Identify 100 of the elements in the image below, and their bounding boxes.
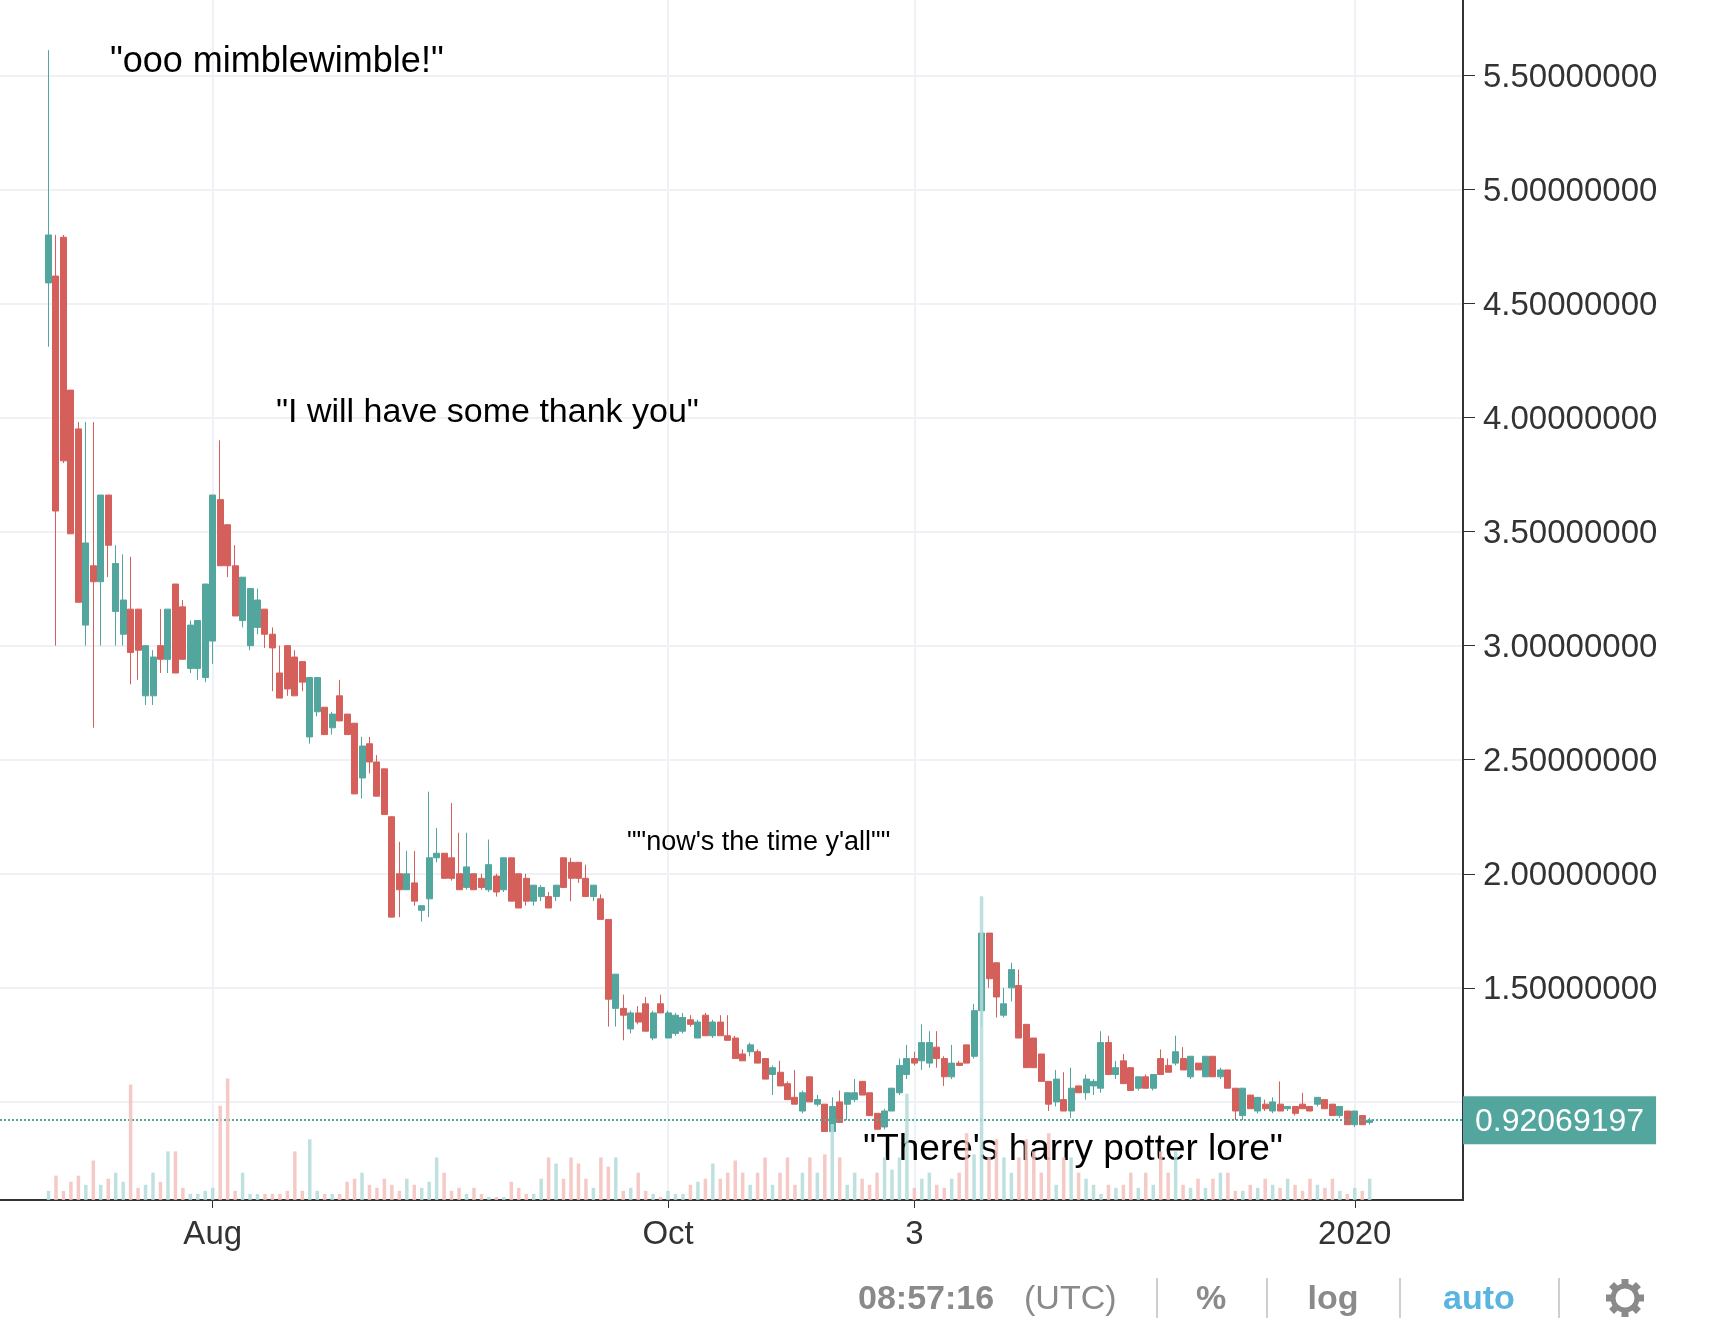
bar (263, 1193, 267, 1200)
candlestick (821, 1103, 828, 1133)
candlestick (463, 832, 470, 891)
bar (599, 1157, 603, 1200)
candlestick (82, 421, 89, 647)
text: log (1307, 1278, 1359, 1317)
annotation: "I will have some thank you" (276, 391, 699, 430)
candlestick (359, 736, 366, 799)
bar (860, 1178, 864, 1200)
annotation: "There's harry potter lore" (863, 1127, 1283, 1169)
annotation: "ooo mimblewimble!" (110, 39, 444, 80)
bar (1338, 1190, 1342, 1200)
bar (427, 1181, 431, 1200)
candlestick (1142, 1074, 1149, 1089)
x-tick-label: Aug (183, 1214, 243, 1251)
bar (69, 1181, 73, 1200)
candlestick (1344, 1110, 1351, 1126)
candlestick (1068, 1067, 1075, 1119)
bar (1144, 1172, 1148, 1200)
candlestick (164, 608, 171, 674)
bar (614, 1157, 618, 1200)
bar (502, 1196, 506, 1200)
y-tick-label: 3.50000000 (1483, 513, 1658, 551)
bar (920, 1178, 924, 1200)
candlestick (1000, 987, 1007, 1018)
candlestick (836, 1089, 843, 1123)
candlestick (1060, 1071, 1067, 1112)
candlestick (553, 884, 560, 902)
candlestick (485, 839, 492, 893)
bar (196, 1193, 200, 1200)
candlestick (500, 857, 507, 893)
bar (1166, 1172, 1170, 1200)
bar (711, 1163, 715, 1200)
candlestick (321, 706, 328, 736)
bar (278, 1193, 282, 1200)
bar (793, 1184, 797, 1200)
bar (696, 1181, 700, 1200)
bar (1196, 1178, 1200, 1200)
candlestick (948, 1044, 955, 1080)
y-tick-label: 4.00000000 (1483, 398, 1658, 436)
y-tick-label: 5.50000000 (1483, 56, 1658, 94)
bar (1263, 1178, 1267, 1200)
candlestick (1314, 1096, 1321, 1107)
bar (487, 1196, 491, 1200)
candlestick (1075, 1085, 1082, 1094)
candlestick (1195, 1062, 1202, 1071)
candlestick (657, 994, 664, 1014)
bar (345, 1181, 349, 1200)
bar (315, 1190, 319, 1200)
candlestick (493, 873, 500, 898)
candlestick (1254, 1096, 1261, 1114)
bar (181, 1187, 185, 1200)
bar (569, 1157, 573, 1200)
y-tick-label: 2.50000000 (1483, 741, 1658, 779)
candlestick (1277, 1080, 1284, 1112)
bar (1099, 1193, 1103, 1200)
candlestick (709, 1019, 716, 1039)
candlestick (627, 1010, 634, 1034)
bar (233, 1190, 237, 1200)
bar (823, 1154, 827, 1200)
bar (405, 1178, 409, 1200)
candlestick (403, 850, 410, 891)
text: 08:57:16 (858, 1278, 995, 1317)
bar (308, 1139, 312, 1200)
candlestick (90, 421, 97, 729)
bar (808, 1157, 812, 1200)
bar (136, 1187, 140, 1200)
candlestick (814, 1094, 821, 1107)
candlestick (1105, 1035, 1112, 1076)
bar (248, 1193, 252, 1200)
bar (1353, 1187, 1357, 1200)
bar (1151, 1184, 1155, 1200)
candlestick (612, 973, 619, 1028)
bar (1360, 1190, 1364, 1200)
text: auto (1443, 1278, 1515, 1317)
bar (218, 1105, 222, 1200)
bar (99, 1184, 103, 1200)
candlestick (1269, 1096, 1276, 1114)
bar (890, 1169, 894, 1200)
candlestick (806, 1076, 813, 1103)
bar (1241, 1190, 1245, 1200)
candlestick (702, 1012, 709, 1037)
candlestick (1202, 1055, 1209, 1078)
bar (457, 1187, 461, 1200)
bar (390, 1184, 394, 1200)
bar (1181, 1184, 1185, 1200)
candlestick (1217, 1067, 1224, 1080)
bar (106, 1178, 110, 1200)
x-tick-label: Oct (642, 1214, 694, 1251)
candlestick (590, 884, 597, 902)
bar (875, 1172, 879, 1200)
candlestick (1150, 1074, 1157, 1091)
bar (651, 1193, 655, 1200)
candlestick (1053, 1069, 1060, 1107)
candlestick (1284, 1105, 1291, 1112)
bar (778, 1172, 782, 1200)
bar (375, 1187, 379, 1200)
candlestick (1135, 1076, 1142, 1091)
ref-line-label: 0.92069197 (1475, 1102, 1645, 1139)
candlestick (1172, 1035, 1179, 1066)
